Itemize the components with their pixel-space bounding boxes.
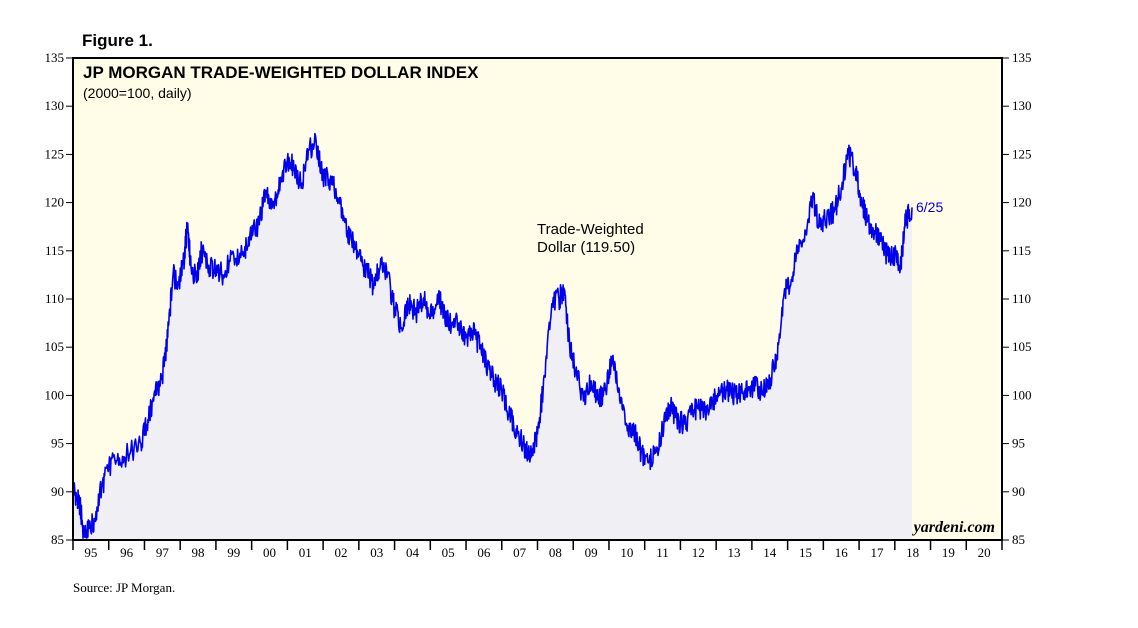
x-tick-label: 13 bbox=[728, 545, 741, 560]
annotation-line1: Trade-Weighted bbox=[537, 221, 644, 238]
y-tick-label-right: 115 bbox=[1012, 243, 1031, 258]
x-tick-label: 98 bbox=[192, 545, 205, 560]
y-tick-label-right: 110 bbox=[1012, 291, 1031, 306]
last-date-label: 6/25 bbox=[916, 199, 943, 215]
x-tick-label: 14 bbox=[763, 545, 777, 560]
x-tick-label: 00 bbox=[263, 545, 276, 560]
area-layer bbox=[73, 133, 912, 540]
x-tick-label: 07 bbox=[513, 545, 527, 560]
y-tick-label-right: 130 bbox=[1012, 98, 1032, 113]
x-tick-label: 12 bbox=[692, 545, 705, 560]
annotation-line2: Dollar (119.50) bbox=[537, 239, 635, 256]
x-tick-label: 01 bbox=[299, 545, 312, 560]
x-tick-label: 99 bbox=[227, 545, 240, 560]
y-tick-label-left: 130 bbox=[45, 98, 65, 113]
x-tick-label: 95 bbox=[84, 545, 97, 560]
x-tick-label: 08 bbox=[549, 545, 562, 560]
x-tick-label: 05 bbox=[442, 545, 455, 560]
y-tick-label-right: 105 bbox=[1012, 339, 1032, 354]
line-layer bbox=[72, 132, 913, 539]
y-tick-label-right: 95 bbox=[1012, 436, 1025, 451]
series-area bbox=[73, 133, 912, 540]
x-tick-label: 20 bbox=[978, 545, 991, 560]
x-tick-label: 19 bbox=[942, 545, 955, 560]
y-tick-label-right: 120 bbox=[1012, 195, 1032, 210]
y-tick-label-left: 125 bbox=[45, 146, 65, 161]
x-tick-label: 02 bbox=[334, 545, 347, 560]
y-tick-label-left: 105 bbox=[45, 339, 65, 354]
figure-label: Figure 1. bbox=[82, 31, 153, 50]
y-tick-label-right: 125 bbox=[1012, 146, 1032, 161]
x-tick-label: 06 bbox=[477, 545, 491, 560]
y-tick-label-left: 85 bbox=[51, 532, 64, 547]
x-tick-label: 16 bbox=[835, 545, 849, 560]
y-tick-label-right: 135 bbox=[1012, 50, 1032, 65]
chart-subtitle: (2000=100, daily) bbox=[83, 85, 192, 101]
y-tick-label-left: 95 bbox=[51, 436, 64, 451]
x-axis: 95 96 97 98 99 00 01 02 03 04 05 06 07 08 09 10 11 12 13 14… bbox=[72, 540, 1003, 560]
x-tick-label: 09 bbox=[585, 545, 598, 560]
x-tick-label: 10 bbox=[620, 545, 633, 560]
y-tick-label-left: 135 bbox=[45, 50, 65, 65]
x-tick-label: 96 bbox=[120, 545, 134, 560]
y-tick-label-right: 90 bbox=[1012, 484, 1025, 499]
y-tick-label-right: 85 bbox=[1012, 532, 1025, 547]
y-axis-right: 85 90 95 100 105 110 115 120 125 130 135 bbox=[1002, 50, 1032, 547]
x-tick-label: 15 bbox=[799, 545, 812, 560]
chart-title: JP MORGAN TRADE-WEIGHTED DOLLAR INDEX bbox=[83, 63, 479, 82]
x-tick-label: 03 bbox=[370, 545, 383, 560]
x-tick-label: 97 bbox=[156, 545, 170, 560]
series-line-trade-weighted-dollar bbox=[72, 132, 913, 539]
y-axis-left: 85 90 95 100 105 110 115 120 125 130 135 bbox=[45, 50, 73, 547]
y-tick-label-left: 90 bbox=[51, 484, 64, 499]
y-tick-label-left: 110 bbox=[45, 291, 64, 306]
x-tick-label: 11 bbox=[656, 545, 669, 560]
source-label: Source: JP Morgan. bbox=[73, 580, 175, 595]
y-tick-label-left: 120 bbox=[45, 195, 65, 210]
x-tick-label: 18 bbox=[906, 545, 919, 560]
y-tick-label-left: 115 bbox=[45, 243, 64, 258]
y-tick-label-left: 100 bbox=[45, 387, 65, 402]
x-tick-label: 04 bbox=[406, 545, 420, 560]
brand-label: yardeni.com bbox=[912, 519, 995, 536]
y-tick-label-right: 100 bbox=[1012, 387, 1032, 402]
x-tick-label: 17 bbox=[870, 545, 884, 560]
